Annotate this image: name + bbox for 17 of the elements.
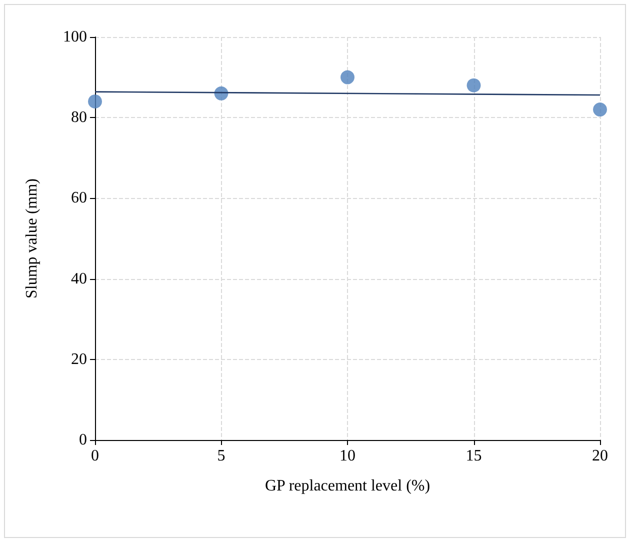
y-tick-label: 20: [71, 350, 87, 368]
x-tick-label: 15: [466, 448, 482, 464]
x-axis-title: GP replacement level (%): [264, 478, 430, 494]
x-tick-label: 20: [592, 448, 608, 464]
x-tick-label: 0: [91, 448, 99, 464]
y-tick-label: 0: [79, 432, 87, 448]
y-tick-label: 40: [71, 270, 87, 288]
y-tick-label: 60: [71, 190, 87, 207]
point: [466, 78, 481, 92]
y-tick-label: 80: [71, 109, 87, 126]
y-axis-title: Slump value (mm): [24, 178, 40, 298]
point: [340, 70, 354, 84]
point: [88, 94, 102, 108]
x-tick-label: 5: [217, 448, 226, 464]
point: [593, 102, 607, 117]
y-tick-label: 100: [63, 28, 87, 46]
x-tick-label: 10: [340, 448, 356, 464]
